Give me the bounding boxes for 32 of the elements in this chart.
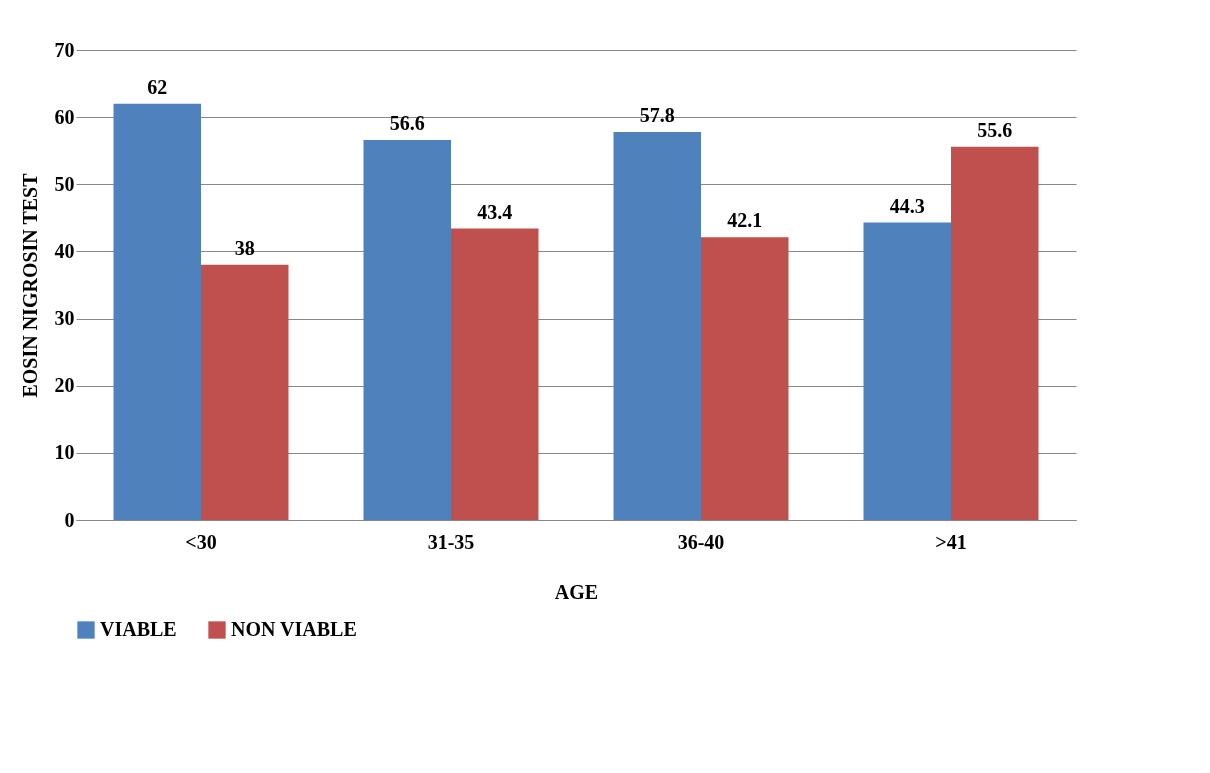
y-tick-label: 30 [54,307,75,330]
y-tick-label: 20 [54,374,75,397]
x-tick-label: 36-40 [677,530,725,553]
bar [863,222,951,520]
x-axis-title: AGE [554,580,599,603]
bar [451,228,539,520]
y-tick-label: 40 [54,239,75,262]
y-tick-label: 50 [54,172,75,195]
data-label: 44.3 [889,194,925,217]
legend-label: VIABLE [100,618,177,640]
y-tick-label: 10 [54,441,75,464]
bar [363,139,451,520]
y-tick-label: 70 [54,38,75,61]
bar [113,103,201,520]
data-label: 56.6 [389,111,425,134]
data-label: 38 [234,236,255,259]
data-label: 42.1 [727,209,763,232]
y-axis-title: EOSIN NIGROSIN TEST [18,172,41,398]
y-tick-label: 0 [64,508,75,531]
x-tick-label: <30 [185,530,217,553]
bar [951,146,1039,520]
data-label: 43.4 [477,200,513,223]
legend-label: NON VIABLE [231,618,357,640]
x-tick-label: 31-35 [427,530,475,553]
bar [201,264,289,520]
bar [613,131,701,520]
y-tick-label: 60 [54,105,75,128]
data-label: 55.6 [977,118,1013,141]
x-tick-label: >41 [935,530,967,553]
data-label: 62 [147,75,168,98]
bar [701,237,789,520]
data-label: 57.8 [639,103,675,126]
